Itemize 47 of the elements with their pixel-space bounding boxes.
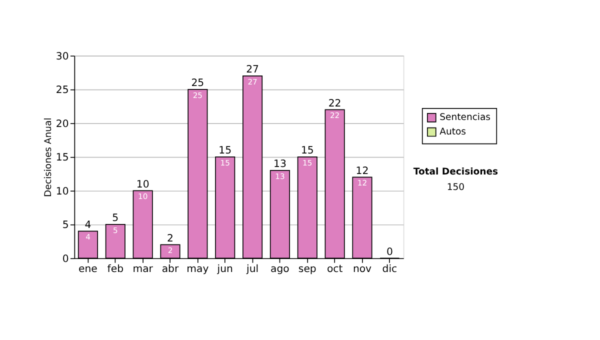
data-label: 27 — [248, 77, 258, 86]
total-label: 4 — [84, 220, 92, 231]
total-label: 0 — [386, 246, 393, 258]
x-tick-label: dic — [382, 264, 398, 276]
y-tick-label: 20 — [56, 118, 69, 130]
data-label: 10 — [138, 192, 148, 202]
y-axis-title: Decisiones Anual — [42, 118, 54, 197]
x-tick-label: feb — [107, 264, 124, 276]
data-label: 15 — [220, 158, 230, 168]
x-tick-label: mar — [132, 264, 154, 276]
total-label: 2 — [167, 233, 174, 244]
x-tick-label: abr — [162, 264, 180, 276]
data-label: 13 — [275, 172, 285, 181]
text: 150 — [446, 182, 465, 193]
total-label: 15 — [300, 146, 314, 157]
data-label: 4 — [86, 232, 91, 242]
x-tick-label: oct — [326, 264, 343, 276]
data-label: 12 — [357, 178, 368, 188]
y-tick-label: 10 — [56, 186, 69, 198]
total-label: 27 — [246, 64, 259, 76]
legend-label: Autos — [440, 126, 466, 138]
total-label: 5 — [112, 213, 119, 224]
x-tick-label: jul — [246, 264, 259, 276]
x-tick-label: nov — [352, 264, 372, 276]
data-label: 5 — [112, 226, 118, 235]
legend-label: Sentencias — [440, 112, 491, 124]
total-label: 13 — [274, 159, 286, 170]
data-label: 22 — [330, 111, 340, 120]
total-label: 10 — [136, 179, 150, 190]
y-tick-label: 25 — [56, 85, 69, 96]
x-tick-label: may — [186, 264, 209, 276]
x-tick-label: ago — [270, 264, 290, 276]
data-label: 15 — [302, 158, 312, 168]
data-label: 2 — [168, 246, 173, 256]
y-tick-label: 0 — [62, 254, 69, 265]
x-tick-label: ene — [78, 264, 98, 276]
y-tick-label: 30 — [56, 51, 69, 62]
total-label: 15 — [218, 146, 232, 157]
total-label: 22 — [328, 98, 342, 110]
y-tick-label: 15 — [56, 152, 69, 164]
y-tick-label: 5 — [62, 220, 69, 232]
data-label: 25 — [192, 90, 203, 100]
total-label: 12 — [356, 166, 369, 177]
text: Total Decisiones — [413, 166, 498, 178]
total-label: 25 — [191, 78, 204, 90]
x-tick-label: jun — [216, 264, 233, 276]
x-tick-label: sep — [298, 264, 316, 276]
